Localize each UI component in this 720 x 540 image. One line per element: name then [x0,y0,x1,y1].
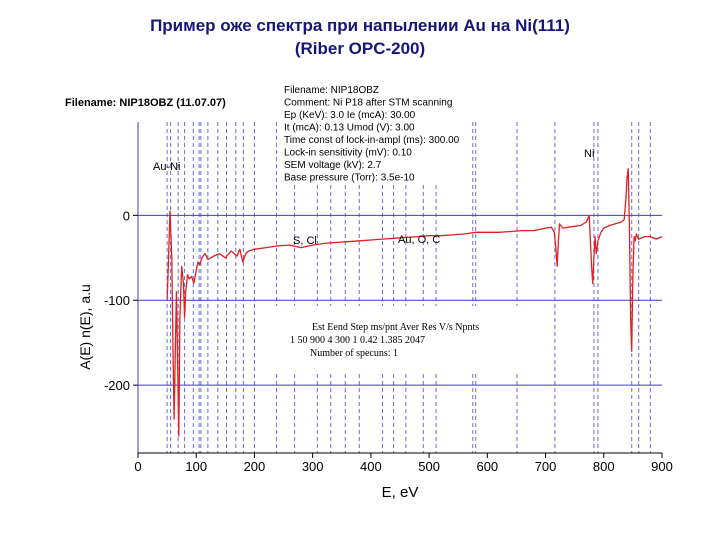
x-tick-label: 300 [302,459,324,474]
x-tick-label: 100 [185,459,207,474]
slide-title: Пример оже спектра при напылении Au на N… [0,14,720,60]
y-tick-label: -100 [104,293,130,308]
info-line: Base pressure (Torr): 3.5e-10 [284,173,415,184]
params-header: Est Eend Step ms/pnt Aver Res V/s Npnts [312,322,479,333]
x-tick-label: 800 [593,459,615,474]
info-line: SEM voltage (kV): 2.7 [284,160,382,171]
info-line: Ep (KeV): 3.0 Ie (mcA): 30.00 [284,110,416,121]
y-tick-label: -200 [104,378,130,393]
x-tick-label: 900 [651,459,673,474]
params-box [270,306,538,372]
x-tick-label: 400 [360,459,382,474]
x-axis-title: E, eV [382,484,419,501]
info-line: Comment: Ni P18 after STM scanning [284,98,452,109]
x-tick-label: 0 [134,459,141,474]
annotation-s-cl: S, Cl [293,235,317,247]
spectrum-curve [166,168,663,437]
title-line-2: (Riber OPC-200) [294,39,426,58]
x-tick-label: 700 [535,459,557,474]
annotation-au-o-c: Au, O, C [398,234,440,246]
info-line: Time const of lock-in-ampl (ms): 300.00 [284,135,460,146]
x-tick-label: 600 [476,459,498,474]
spectrum-line [166,168,663,437]
x-tick-label: 200 [244,459,266,474]
acquisition-info: Filename: NIP18OBZ Comment: Ni P18 after … [284,85,460,184]
y-tick-label: 0 [123,208,130,223]
file-label: Filename: NIP18OBZ (11.07.07) [65,97,226,109]
axes: 0 100 200 300 400 500 600 700 800 900 0 -100 -200 E, … [77,208,673,501]
title-line-1: Пример оже спектра при напылении Au на N… [150,16,570,35]
annotation-au-ni: Au-Ni [153,161,181,173]
params-values: 1 50 900 4 300 1 0.42 1.385 2047 [290,335,425,346]
plot-frame [137,122,662,454]
info-box [280,80,470,183]
y-axis-title: A(E) n(E), a.u [77,284,93,370]
params-footer: Number of specuns: 1 [310,348,398,359]
x-tick-label: 500 [418,459,440,474]
annotation-ni: Ni [584,148,594,160]
info-line: It (mcA): 0.13 Umod (V): 3.00 [284,123,415,134]
info-line: Lock-in sensitivity (mV): 0.10 [284,148,412,159]
info-line: Filename: NIP18OBZ [284,85,379,96]
